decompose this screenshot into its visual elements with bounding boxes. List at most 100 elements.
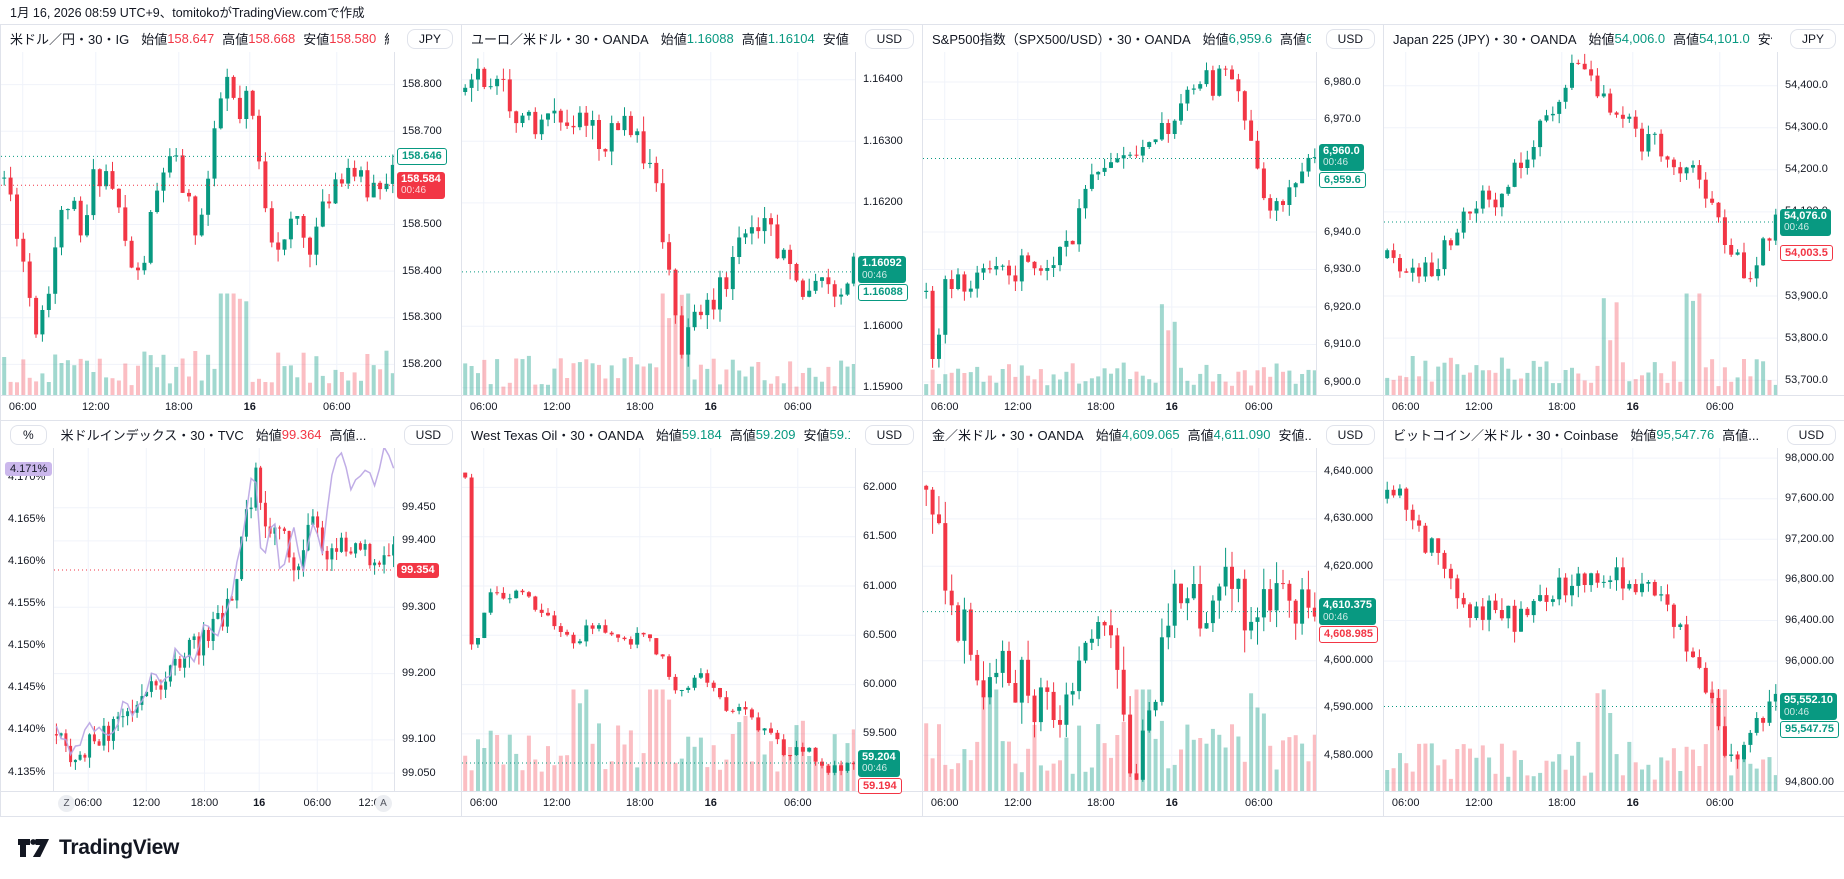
legend-token: 59.209 [755,427,796,442]
candlestick-chart[interactable] [54,448,396,793]
time-axis[interactable]: 06:00 12:00 18:00 16 06:00 [1384,395,1844,420]
currency-button[interactable]: USD [1325,425,1375,445]
legend-token: 安値... [1278,428,1311,443]
price-axis[interactable]: 1.16400 1.16300 1.16200 1.16000 1.15900 1.160… [855,52,922,396]
time-tick: 16 [704,797,717,809]
chart-panel-spx500: S&P500指数（SPX500/USD）・30・OANDA 始値 6,959.6 高値… [923,25,1384,421]
time-tick: 06:00 [1245,797,1273,809]
time-tick: 16 [1165,401,1178,413]
time-tick: 06:00 [784,797,812,809]
last-price-label: 158.646 [397,148,447,165]
price-axis[interactable]: 6,980.0 6,970.0 6,940.0 6,930.0 6,920.0 6,910… [1316,52,1383,396]
time-axis[interactable]: 06:00 12:00 18:00 16 06:00 [462,791,922,816]
price-tick: 61.000 [863,579,897,592]
last-price-label: 95,552.10 00:46 [1780,693,1837,720]
time-axis[interactable]: 06:00 12:00 18:00 16 06:00 [1384,791,1844,816]
time-axis[interactable]: 06:00 12:00 18:00 16 06:00 [1,395,461,420]
time-axis[interactable]: 06:00 12:00 18:00 16 06:00 [923,395,1383,420]
chart-legend: West Texas Oil・30・OANDA 始値 59.184 高値 59.209 安… [471,421,850,448]
last-price-label: 6,960.0 00:46 [1319,143,1364,171]
legend-token: 1.16104 [767,31,815,46]
indicator-value-label: 4.171% [5,461,53,476]
currency-button[interactable]: JPY [406,29,453,49]
percent-tick: 4.140% [8,723,46,736]
currency-button[interactable]: USD [864,425,914,445]
chart-panel-btcusd: ビットコイン／米ドル・30・Coinbase 始値 95,547.76 高値... US… [1384,421,1844,817]
price-tick: 158.800 [402,78,442,91]
legend-token: West Texas Oil・30・OANDA [471,428,644,443]
currency-button[interactable]: USD [1786,425,1836,445]
price-tick: 6,930.0 [1324,263,1361,275]
legend-token: 米ドルインデックス・30・TVC [60,428,244,443]
candlestick-chart[interactable] [462,52,857,397]
percent-axis[interactable]: 4.170% 4.165% 4.160% 4.155% 4.150% 4.145% 4.14… [1,448,54,792]
chart-panel-eurusd: ユーロ／米ドル・30・OANDA始値1.16088高値1.16104安値...U… [462,25,923,421]
time-tick: 06:00 [1391,401,1420,413]
time-axis[interactable]: 06:00 12:00 18:00 16 06:00 [923,791,1383,816]
time-tick: 16 [1165,797,1178,809]
legend-token: 4,611.090 [1213,427,1271,442]
chart-legend: Japan 225 (JPY)・30・OANDA 始値 54,006.0 高値 54,1… [1393,25,1772,52]
time-tick: 18:00 [1548,401,1576,413]
legend-token: 金／米ドル・30・OANDA [932,428,1084,443]
time-tick: 06:00 [303,797,332,809]
time-tick: 16 [253,797,266,809]
price-axis[interactable]: 4,640.000 4,630.000 4,620.000 4,600.000 4,59… [1316,448,1383,792]
time-tick: 12:00 [1465,401,1493,413]
time-tick: 18:00 [1087,401,1115,413]
time-tick: 18:00 [165,401,193,413]
time-tick: 16 [1626,401,1639,413]
price-tick: 1.15900 [863,381,903,394]
candlestick-chart[interactable] [462,448,857,793]
time-tick: 12:00 [132,797,161,809]
go-left-button[interactable]: Z [58,795,75,812]
time-axis[interactable]: 06:00 12:00 18:00 16 06:00 [462,395,922,420]
candlestick-chart[interactable] [923,52,1318,397]
price-tick: 6,940.0 [1324,225,1361,238]
chart-legend: % 米ドルインデックス・30・TVC 始値 99.364 高値... [10,421,389,448]
price-axis[interactable]: 99.450 99.400 99.300 99.200 99.100 99.050 99.3… [394,448,461,792]
price-tick: 99.300 [402,600,436,613]
price-axis[interactable]: 98,000.00 97,600.00 97,200.00 96,800.00 96,4… [1777,448,1844,792]
candlestick-chart[interactable] [1384,52,1779,397]
price-tick: 60.000 [863,678,897,691]
chart-panel-wtioil: West Texas Oil・30・OANDA 始値 59.184 高値 59.209 安… [462,421,923,817]
price-axis[interactable]: 62.000 61.500 61.000 60.500 60.000 59.500 59.2… [855,448,922,794]
price-tick: 99.400 [402,534,436,547]
legend-token: 95,547.76 [1656,427,1715,442]
chart-panel-gold: 金／米ドル・30・OANDA 始値4,609.065 高値4,611.090 安値..… [923,421,1384,817]
percent-scale-button[interactable]: % [10,424,47,445]
currency-button[interactable]: USD [1325,29,1375,49]
chart-grid: 米ドル／円・30・IG始値158.647高値158.668安値158.580終値… [0,24,1844,817]
price-tick: 61.500 [863,530,897,543]
last-price-label: 95,547.75 [1780,721,1839,738]
currency-button[interactable]: USD [864,29,914,49]
legend-token: 高値... [1722,428,1760,443]
price-axis[interactable]: 54,400.054,300.054,200.054,100.053,900.0… [1777,52,1844,396]
currency-button[interactable]: USD [403,425,453,445]
legend-token: 始値 [655,428,682,443]
last-price-label: 99.354 [397,563,439,578]
time-tick: 16 [243,401,256,413]
legend-token: 始値 [1630,428,1657,443]
last-price-label: 4,610.375 00:46 [1319,598,1376,626]
time-tick: 06:00 [323,401,351,413]
time-tick: 12:00 [1465,797,1493,809]
candlestick-chart[interactable] [1,52,396,397]
legend-token: 6,959.6 [1228,31,1273,46]
price-tick: 6,900.0 [1324,375,1361,388]
currency-button[interactable]: JPY [1789,29,1836,49]
price-axis[interactable]: 158.800158.700158.600158.500158.400158.3… [394,52,461,396]
time-axis[interactable]: 06:00 12:00 18:00 16 06:00 12:00 Z A [1,791,461,816]
legend-token: 6,961.2... [1306,31,1311,46]
price-tick: 53,700.0 [1785,373,1828,386]
legend-token: 99.364 [281,427,322,442]
time-tick: 16 [704,401,717,413]
go-right-button[interactable]: A [375,795,392,812]
price-tick: 99.050 [402,766,436,779]
legend-token: 高値 [222,32,249,47]
candlestick-chart[interactable] [923,448,1318,793]
candlestick-chart[interactable] [1384,448,1779,793]
legend-token: 158.580 [329,31,377,46]
last-price-label: 59.204 00:46 [858,749,900,777]
